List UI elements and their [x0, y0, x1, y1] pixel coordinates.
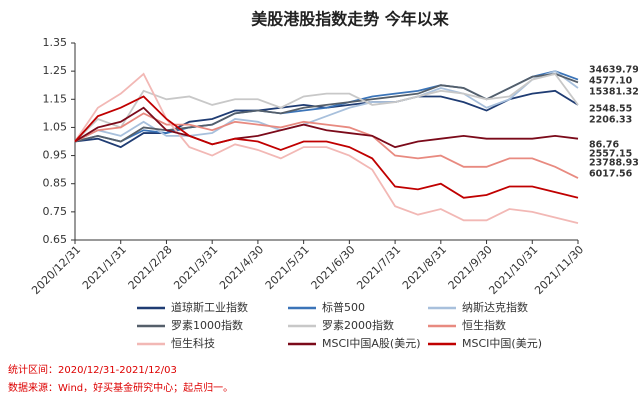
legend-label: MSCI中国(美元): [462, 337, 542, 350]
end-value-label: 4577.10: [589, 76, 633, 87]
x-tick-label: 2021/9/30: [446, 243, 495, 292]
end-value-label: 2557.15: [589, 149, 632, 160]
legend-label: 恒生科技: [171, 336, 215, 350]
legend-label: 道琼斯工业指数: [171, 300, 248, 314]
end-value-label: 23788.93: [589, 158, 638, 169]
legend-label: 罗素2000指数: [322, 318, 394, 332]
chart-title: 美股港股指数走势 今年以来: [251, 10, 450, 29]
y-tick-label: 0.75: [43, 205, 68, 218]
x-tick-label: 2021/1/31: [80, 243, 129, 292]
end-value-label: 34639.79: [589, 65, 638, 76]
legend-label: 标普500: [322, 300, 365, 314]
x-tick-label: 2021/7/31: [354, 243, 403, 292]
y-tick-label: 1.05: [43, 120, 68, 133]
y-tick-label: 0.65: [43, 233, 68, 246]
series-line: [74, 70, 579, 143]
x-tick-label: 2021/5/31: [263, 243, 312, 292]
end-value-label: 6017.56: [589, 169, 633, 180]
x-tick-label: 2021/3/31: [171, 243, 220, 292]
y-tick-label: 1.25: [43, 64, 68, 77]
x-tick-label: 2021/6/30: [309, 243, 358, 292]
x-tick-label: 2021/11/30: [532, 243, 586, 297]
y-tick-label: 0.95: [43, 149, 68, 162]
series-line: [74, 95, 579, 199]
legend-label: 纳斯达克指数: [462, 300, 528, 314]
y-tick-label: 0.85: [43, 177, 68, 190]
x-tick-label: 2020/12/31: [29, 243, 83, 297]
footnote: 数据来源：Wind，好买基金研究中心；起点归一。: [8, 381, 233, 394]
series-line: [74, 106, 579, 149]
x-tick-label: 2021/8/31: [400, 243, 449, 292]
x-tick-label: 2021/2/28: [126, 243, 175, 292]
end-value-label: 2206.33: [589, 115, 632, 126]
series-line: [74, 112, 579, 179]
y-tick-label: 1.15: [43, 92, 68, 105]
series-line: [74, 73, 579, 143]
series-line: [74, 72, 579, 143]
legend-label: 恒生指数: [462, 318, 506, 332]
y-tick-label: 1.35: [43, 36, 68, 49]
legend-label: MSCI中国A股(美元): [322, 337, 421, 350]
x-tick-label: 2021/4/30: [217, 243, 266, 292]
legend-label: 罗素1000指数: [171, 318, 243, 332]
end-value-label: 2548.55: [589, 104, 632, 115]
footnote: 统计区间：2020/12/31-2021/12/03: [8, 363, 177, 376]
series-line: [74, 72, 579, 224]
end-value-label: 15381.32: [589, 87, 638, 98]
end-value-label: 86.76: [589, 140, 619, 151]
